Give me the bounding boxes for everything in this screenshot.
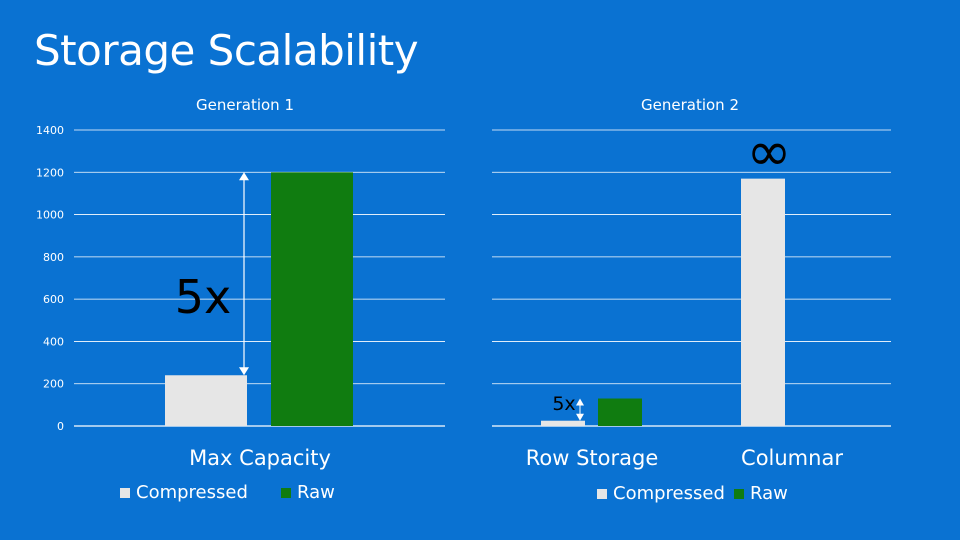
- chart1-arrowhead-top: [239, 172, 249, 181]
- chart2-legend-raw: Raw: [734, 483, 788, 504]
- chart1-title: Generation 1: [196, 96, 294, 114]
- chart2-annotation-label-infinity: ∞: [747, 120, 792, 183]
- legend-swatch-raw: [734, 488, 744, 499]
- chart1-bar-compressed: [165, 375, 247, 426]
- legend-label-compressed: Compressed: [613, 483, 725, 504]
- chart1-ytick-label: 0: [57, 420, 64, 433]
- legend-swatch-raw: [281, 487, 291, 498]
- chart1-ytick-label: 1200: [36, 166, 64, 179]
- chart2-arrowhead-bottom: [576, 413, 584, 421]
- chart2-annotation-label-5x: 5x: [552, 393, 575, 415]
- chart2-bar-row-raw: [598, 398, 642, 426]
- chart2-bar-row-compressed: [541, 420, 585, 426]
- chart1-ytick-label: 200: [43, 378, 64, 391]
- legend-swatch-compressed: [120, 487, 130, 498]
- chart1-ytick-label: 1400: [36, 124, 64, 137]
- chart1-legend-compressed: Compressed: [120, 482, 248, 503]
- chart2-bar-columnar-compressed: [741, 178, 785, 426]
- legend-swatch-compressed: [597, 488, 607, 499]
- chart1-ytick-label: 1000: [36, 209, 64, 222]
- chart2-title: Generation 2: [641, 96, 739, 114]
- chart1-ytick-label: 400: [43, 335, 64, 348]
- chart2-category-label-row: Row Storage: [525, 446, 659, 470]
- legend-label-compressed: Compressed: [136, 482, 248, 503]
- slide-title: Storage Scalability: [34, 26, 419, 75]
- chart1-arrowhead-bottom: [239, 367, 249, 376]
- chart1-legend-raw: Raw: [281, 482, 335, 503]
- legend-label-raw: Raw: [297, 482, 335, 503]
- chart2-legend-compressed: Compressed: [597, 483, 725, 504]
- chart1-ytick-label: 600: [43, 293, 64, 306]
- chart1-annotation-label: 5x: [175, 270, 232, 324]
- chart2-arrowhead-top: [576, 398, 584, 406]
- chart1-category-label: Max Capacity: [189, 446, 331, 470]
- chart2-category-label-columnar: Columnar: [741, 446, 843, 470]
- legend-label-raw: Raw: [750, 483, 788, 504]
- chart1-bar-raw: [271, 172, 353, 426]
- chart1-ytick-label: 800: [43, 251, 64, 264]
